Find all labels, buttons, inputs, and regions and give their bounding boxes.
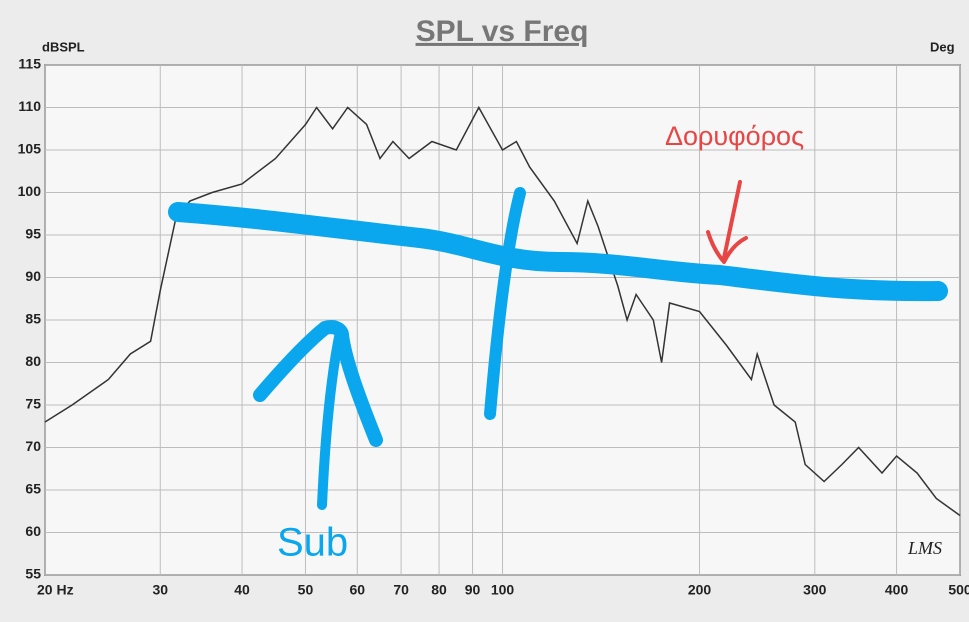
x-tick-label: 200: [688, 582, 712, 598]
x-tick-label: 40: [234, 582, 250, 598]
y-tick-label: 70: [25, 438, 41, 454]
x-tick-label: 80: [431, 582, 447, 598]
x-tick-label: 30: [152, 582, 168, 598]
y-tick-label: 90: [25, 268, 41, 284]
x-tick-label: 500: [948, 582, 969, 598]
x-tick-label: 90: [465, 582, 481, 598]
hand-drawing: [168, 180, 948, 510]
x-tick-label: 300: [803, 582, 827, 598]
sub-annotation: Sub: [277, 521, 348, 565]
y-tick-label: 65: [25, 481, 41, 497]
y-tick-label: 95: [25, 226, 41, 242]
y-tick-label: 55: [25, 566, 41, 582]
x-tick-label: 70: [393, 582, 409, 598]
crossover-stroke: [484, 187, 526, 420]
spl-line: [44, 105, 961, 517]
y2-axis-label: Deg: [930, 39, 955, 54]
x-tick-label: 50: [298, 582, 314, 598]
lms-logo: LMS: [907, 538, 942, 558]
y-tick-label: 105: [18, 141, 42, 157]
satellite-annotation: Δορυφόρος: [665, 121, 804, 151]
x-tick-label: 60: [350, 582, 366, 598]
y-tick-label: 100: [18, 183, 42, 199]
satellite-stroke: [168, 202, 948, 302]
y-tick-label: 85: [25, 311, 41, 327]
y-axis-label: dBSPL: [42, 39, 85, 54]
y-tick-label: 75: [25, 396, 41, 412]
y-tick-label: 80: [25, 353, 41, 369]
x-tick-label: 20 Hz: [37, 582, 74, 598]
y-tick-label: 60: [25, 523, 41, 539]
sub-arrow-shaft: [317, 327, 345, 510]
y-tick-label: 115: [18, 56, 41, 72]
x-tick-label: 400: [885, 582, 909, 598]
y-tick-label: 110: [18, 98, 41, 114]
chart-title: SPL vs Freq: [416, 15, 589, 48]
satellite-arrow: [706, 180, 748, 264]
x-tick-label: 100: [491, 582, 515, 598]
